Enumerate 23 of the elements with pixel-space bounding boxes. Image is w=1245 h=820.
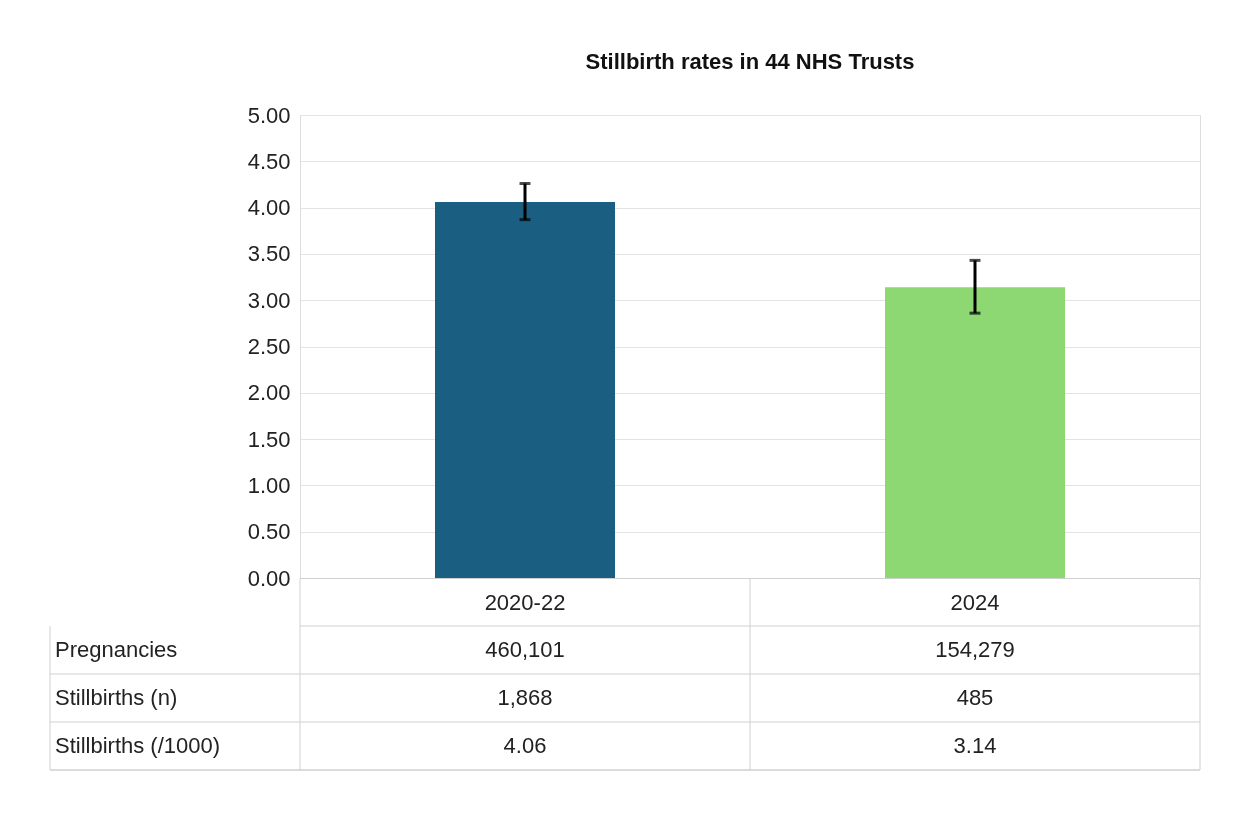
x-tick-label: 2024: [950, 589, 1000, 615]
y-tick-label: 1.50: [247, 426, 291, 452]
y-tick-label: 2.00: [247, 380, 291, 406]
text: 460,101: [485, 637, 565, 662]
y-tick-label: 0.00: [247, 565, 291, 591]
y-tick-label: 2.50: [247, 334, 291, 359]
y-tick-label: 4.50: [247, 148, 291, 174]
y-tick-label: 1.00: [247, 472, 291, 498]
y-tick-label: 3.50: [247, 241, 291, 267]
chart-title: Stillbirth rates in 44 NHS Trusts: [585, 49, 915, 74]
text: Stillbirths (/1000): [55, 733, 221, 758]
data-label: 4.06: [503, 733, 547, 758]
text: Stillbirths (n): [55, 685, 178, 710]
text: Pregnancies: [55, 637, 178, 662]
y-tick-label: 0.50: [247, 519, 291, 545]
data-label: 3.14: [953, 733, 997, 758]
text: 1,868: [497, 685, 553, 710]
x-tick-label: 2020-22: [484, 589, 566, 615]
y-tick-label: 3.00: [247, 287, 291, 313]
y-tick-label: 5.00: [247, 102, 291, 128]
y-tick-label: 4.00: [247, 195, 291, 221]
text: 154,279: [935, 637, 1015, 662]
text: 485: [956, 685, 994, 710]
